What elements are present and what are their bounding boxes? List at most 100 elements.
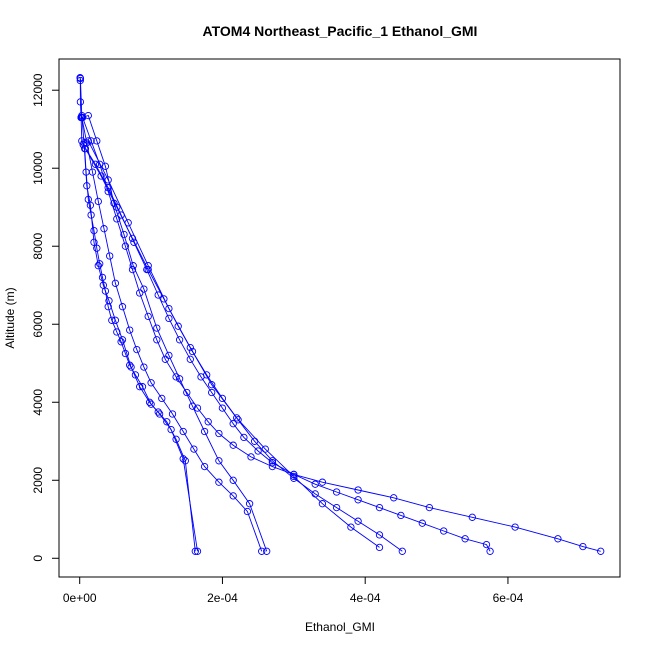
data-point [133,345,141,354]
data-point [208,388,216,397]
data-point [181,457,189,465]
data-point [128,265,137,274]
data-point [215,478,223,486]
data-point [318,500,327,508]
data-point [113,328,121,336]
data-point [79,141,87,149]
data-point [117,211,125,219]
series-line [82,144,491,552]
data-point [84,137,92,145]
data-point [111,316,120,324]
data-point [511,523,519,531]
data-point [290,470,298,479]
data-point [104,187,112,196]
data-point [147,400,155,408]
data-point [229,441,237,449]
data-point [354,517,362,525]
data-point [354,496,362,504]
data-point [186,355,194,363]
data-point [145,398,154,406]
data-point [215,457,223,465]
data-point [174,322,182,330]
data-point [105,297,113,305]
data-point [375,543,384,552]
data-point [188,347,197,356]
data-point [203,371,211,379]
data-point [130,238,138,246]
data-point [245,500,254,508]
data-point [347,523,355,531]
data-point [97,172,105,180]
data-point [250,437,259,445]
data-point [263,547,271,555]
data-point [117,338,125,346]
data-point [131,371,140,379]
data-point [579,542,587,551]
series-line [87,140,380,548]
y-tick-label: 12000 [31,73,45,107]
data-point [100,225,108,233]
data-point [425,503,434,512]
data-point [183,388,191,397]
data-point [94,262,102,270]
data-point [247,453,255,461]
data-point [190,445,198,453]
data-point [193,404,202,412]
data-point [165,314,173,323]
data-point [154,408,162,416]
plot-area [76,74,605,555]
data-point [597,547,605,555]
data-point [161,355,169,363]
data-point [138,383,147,391]
data-point [354,486,362,494]
data-point [118,336,127,344]
data-point [90,238,98,246]
data-point [208,381,216,389]
data-point [461,535,469,543]
data-point [91,160,100,168]
data-point [188,402,197,410]
data-point [78,113,87,122]
data-point [172,435,180,443]
data-point [113,215,121,223]
y-axis: 0 2000 4000 6000 8000 10000 12000 [31,73,60,562]
data-point [124,219,132,227]
data-point [160,295,168,303]
data-point [390,494,398,502]
data-point [168,410,177,418]
data-point [99,281,107,289]
data-point [233,414,241,422]
data-point [482,540,491,549]
data-point [104,184,112,192]
data-point [375,503,384,512]
data-point [397,511,405,520]
data-point [243,507,252,516]
y-tick-label: 0 [31,555,45,562]
data-point [136,383,144,391]
data-point [87,211,95,219]
data-point [175,375,184,383]
data-point [318,478,327,486]
data-point [398,547,406,555]
data-point [106,252,114,260]
data-point [121,242,130,250]
data-point [165,304,173,313]
data-point [215,429,223,438]
data-point [175,336,184,344]
y-tick-label: 8000 [31,233,45,260]
data-point [193,547,202,555]
data-point [144,312,152,321]
data-point [486,547,494,555]
data-point [375,531,384,539]
data-point [468,513,476,521]
data-point [268,459,277,467]
data-point [96,160,104,168]
data-point [76,98,85,106]
data-point [261,445,269,453]
data-point [140,285,148,293]
data-point [140,363,148,371]
data-point [87,137,95,145]
data-point [129,262,137,270]
data-point [290,472,298,481]
